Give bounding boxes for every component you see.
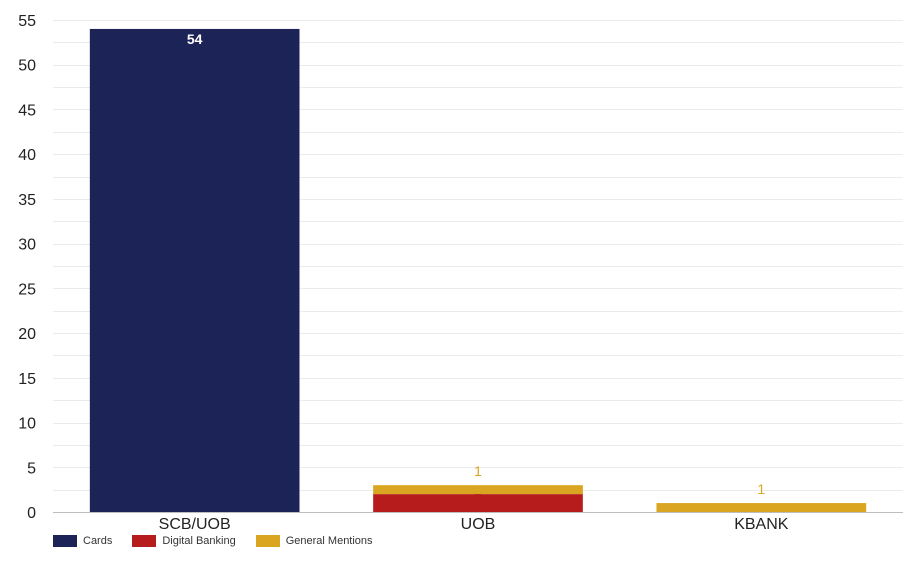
y-tick-label: 15 — [18, 371, 36, 388]
y-tick-label: 10 — [18, 416, 36, 433]
legend-item-general-mentions: General Mentions — [255, 535, 373, 547]
y-tick-label: 5 — [27, 460, 36, 477]
y-tick-label: 0 — [27, 505, 36, 522]
y-tick-label: 45 — [18, 102, 36, 119]
bar-segment — [373, 494, 583, 512]
y-tick-label: 25 — [18, 281, 36, 298]
y-tick-label: 55 — [18, 13, 36, 30]
legend-swatch-cards — [53, 535, 77, 547]
data-label: 54 — [187, 31, 203, 47]
legend-swatch-digital-banking — [132, 535, 157, 547]
x-category-label: KBANK — [734, 516, 789, 533]
legend-label-cards: Cards — [83, 535, 113, 547]
legend-item-digital-banking: Digital Banking — [132, 535, 236, 547]
legend-item-cards: Cards — [53, 535, 112, 547]
y-tick-label: 30 — [18, 237, 36, 254]
y-tick-label: 35 — [18, 192, 36, 209]
bar-segment — [89, 28, 300, 512]
bar-segment — [373, 485, 583, 495]
y-tick-label: 40 — [18, 147, 36, 164]
x-category-label: UOB — [461, 516, 496, 533]
y-tick-label: 50 — [18, 58, 36, 75]
legend-swatch-general-mentions — [255, 535, 280, 547]
x-category-label: SCB/UOB — [159, 516, 231, 533]
data-label: 1 — [474, 463, 482, 479]
legend: Cards Digital Banking General Mentions — [53, 535, 393, 547]
y-tick-label: 20 — [18, 326, 36, 343]
legend-label-general-mentions: General Mentions — [285, 535, 373, 547]
data-label: 1 — [757, 481, 765, 497]
bar-segment — [656, 503, 867, 512]
legend-label-digital-banking: Digital Banking — [162, 535, 236, 547]
